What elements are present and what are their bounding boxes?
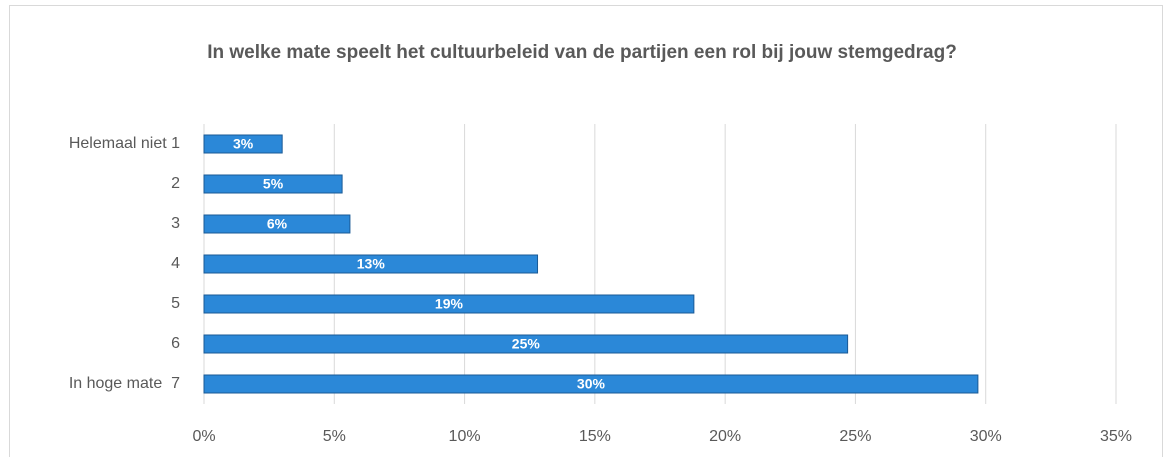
data-label: 30% (577, 376, 606, 392)
x-tick-label: 5% (323, 428, 346, 445)
x-tick-label: 20% (709, 428, 741, 445)
y-tick-label: 3 (171, 215, 180, 232)
x-tick-label: 30% (970, 428, 1002, 445)
bar (203, 374, 979, 394)
y-tick-label: 6 (171, 335, 180, 352)
data-label: 25% (512, 336, 541, 352)
data-label: 3% (233, 136, 254, 152)
x-tick-label: 0% (192, 428, 215, 445)
data-label: 13% (357, 256, 386, 272)
y-tick-label: 5 (171, 295, 180, 312)
y-tick-label: In hoge mate 7 (69, 375, 180, 392)
bar (203, 254, 539, 274)
y-tick-label: 4 (171, 255, 180, 272)
y-tick-label: 2 (171, 175, 180, 192)
x-tick-label: 25% (839, 428, 871, 445)
x-tick-label: 15% (579, 428, 611, 445)
x-tick-label: 10% (449, 428, 481, 445)
data-label: 5% (263, 176, 284, 192)
chart-border (9, 5, 1163, 457)
y-tick-label: Helemaal niet 1 (69, 135, 180, 152)
data-label: 6% (267, 216, 288, 232)
x-tick-label: 35% (1100, 428, 1132, 445)
bar (203, 334, 849, 354)
bar (203, 294, 695, 314)
bar (203, 214, 351, 234)
bar (203, 174, 343, 194)
chart-title: In welke mate speelt het cultuurbeleid v… (207, 42, 957, 63)
data-label: 19% (435, 296, 464, 312)
bar (203, 134, 283, 154)
